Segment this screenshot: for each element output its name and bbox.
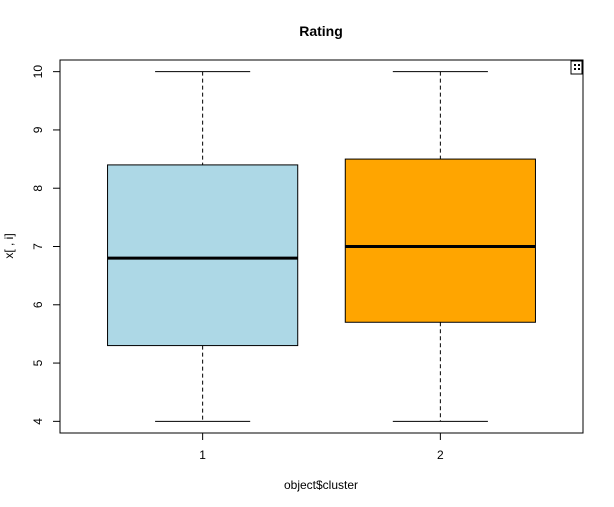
y-tick-label: 10	[31, 65, 45, 79]
y-tick-label: 4	[31, 418, 45, 425]
y-tick-label: 7	[31, 243, 45, 250]
chart-title: Rating	[299, 23, 343, 39]
y-tick-label: 5	[31, 359, 45, 366]
y-axis-label: x[ , i]	[2, 233, 16, 258]
x-tick-label: 2	[437, 448, 444, 462]
box-body	[107, 164, 299, 347]
boxes-group	[107, 71, 536, 422]
x-axis-label: object$cluster	[284, 478, 358, 492]
y-tick-label: 8	[31, 185, 45, 192]
y-tick-label: 9	[31, 126, 45, 133]
y-axis: 4 5 6 7 8 9 10	[31, 65, 61, 425]
box-body	[344, 158, 536, 323]
resize-handle-icon[interactable]	[570, 60, 583, 75]
y-tick-label: 6	[31, 301, 45, 308]
x-tick-label: 1	[199, 448, 206, 462]
